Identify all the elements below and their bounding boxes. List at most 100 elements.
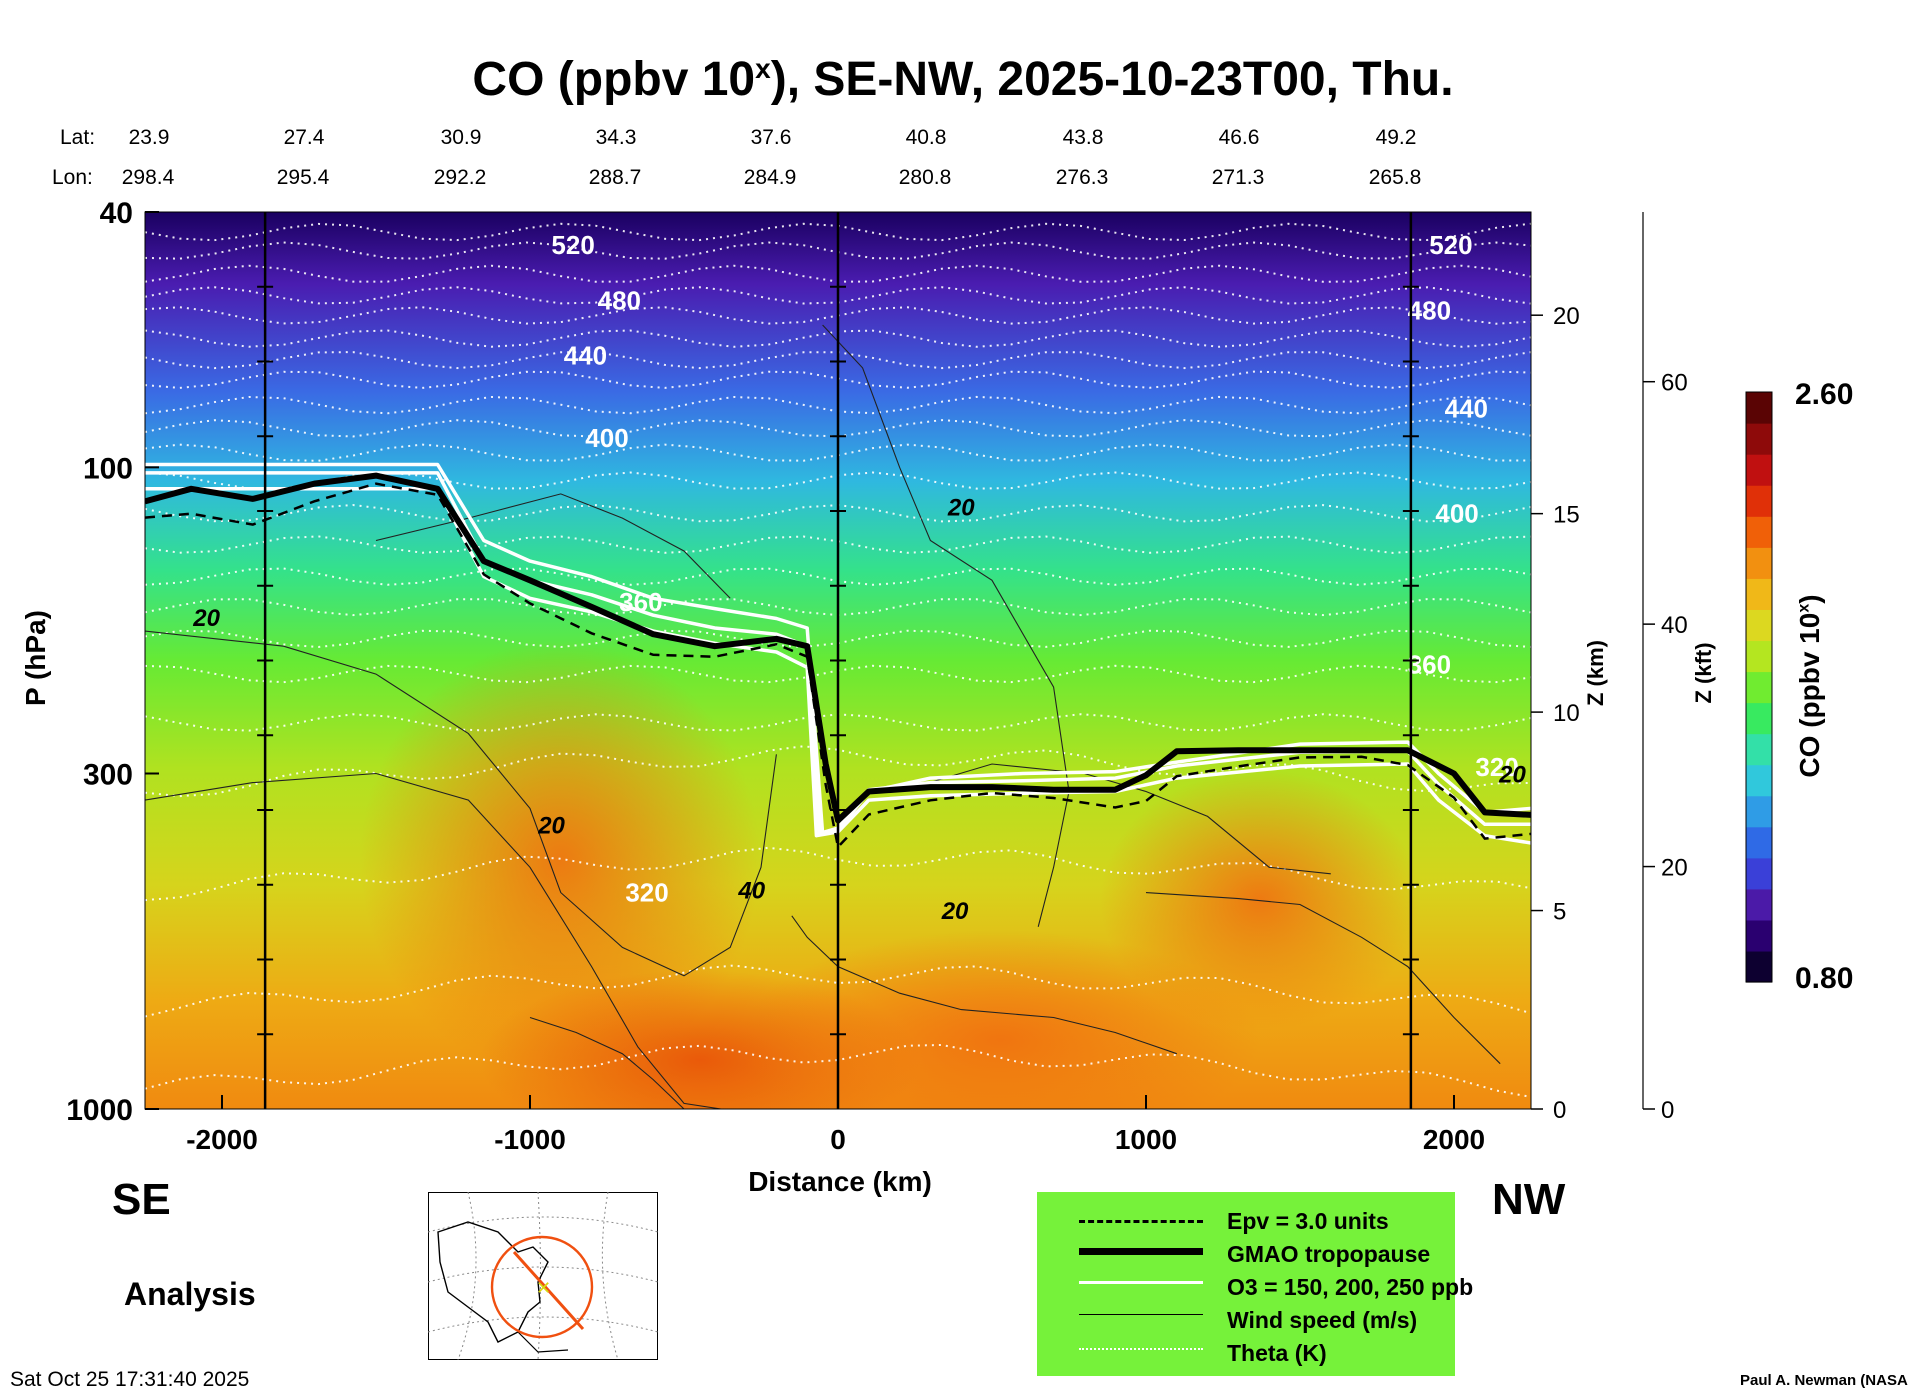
zkft-tick-label: 40 — [1661, 612, 1688, 639]
colorbar-segment — [1746, 392, 1772, 424]
colorbar-segment — [1746, 950, 1772, 983]
x-tick-label: 1000 — [1115, 1124, 1177, 1155]
nw-direction-label: NW — [1492, 1175, 1566, 1224]
lat-value: 23.9 — [128, 126, 170, 149]
p-tick-label: 300 — [83, 758, 133, 791]
zkft-tick-label: 0 — [1661, 1097, 1674, 1124]
colorbar-title: CO (ppbv 10x) — [1794, 594, 1825, 778]
lon-label: Lon: — [52, 166, 93, 189]
wind-contour — [145, 772, 722, 1109]
theta-label: 440 — [564, 341, 607, 371]
theta-label: 480 — [598, 286, 641, 316]
colorbar-segment — [1746, 795, 1772, 828]
credit: Paul A. Newman (NASA — [1740, 1372, 1908, 1389]
analysis-label: Analysis — [124, 1276, 256, 1312]
marker-lines — [257, 212, 1419, 1109]
lat-value: 46.6 — [1218, 126, 1260, 149]
colorbar-segment — [1746, 919, 1772, 952]
colorbar-segment — [1746, 423, 1772, 455]
contour-labels: 5204804404003603205204804404003603202020… — [192, 230, 1526, 925]
lat-label: Lat: — [60, 126, 96, 149]
lat-value: 49.2 — [1375, 126, 1417, 149]
x-tick-label: -2000 — [186, 1124, 258, 1155]
x-tick-label: -1000 — [494, 1124, 566, 1155]
colorbar-segment — [1746, 733, 1772, 766]
legend-sample-wind — [1079, 1314, 1203, 1315]
lat-value: 43.8 — [1062, 126, 1104, 149]
wind-label: 20 — [941, 898, 969, 925]
zkm-tick-label: 20 — [1553, 303, 1580, 330]
colorbar-max-label: 2.60 — [1795, 378, 1854, 411]
coastline — [437, 1221, 549, 1343]
colorbar-min-label: 0.80 — [1795, 962, 1854, 995]
lon-value: 295.4 — [276, 166, 330, 189]
zkft-tick-label: 60 — [1661, 370, 1688, 397]
colorbar-segment — [1746, 485, 1772, 517]
right-axis-title-km: Z (km) — [1583, 640, 1608, 706]
domain-circle — [490, 1235, 594, 1339]
zkm-tick-label: 5 — [1553, 899, 1566, 926]
lon-value: 276.3 — [1055, 166, 1109, 189]
legend-sample-epv — [1079, 1220, 1203, 1223]
wind-label: 20 — [192, 605, 220, 632]
colorbar-segment — [1746, 640, 1772, 673]
lon-value: 280.8 — [898, 166, 952, 189]
wind-contour — [791, 915, 1177, 1055]
colorbar-segment — [1746, 547, 1772, 579]
legend-label-wind: Wind speed (m/s) — [1227, 1307, 1418, 1333]
y-axis-title: P (hPa) — [20, 610, 51, 706]
theta-label: 480 — [1408, 296, 1451, 326]
colorbar — [1745, 391, 1773, 983]
co-plume-mid-right — [1100, 770, 1420, 1030]
timestamp: Sat Oct 25 17:31:40 2025 — [10, 1368, 250, 1391]
lat-value: 40.8 — [905, 126, 947, 149]
lat-value: 30.9 — [440, 126, 482, 149]
center-marker: ✕ — [536, 1278, 551, 1298]
lon-value: 288.7 — [588, 166, 642, 189]
theta-label: 400 — [1435, 498, 1478, 528]
zkft-tick-label: 20 — [1661, 855, 1688, 882]
lon-value: 265.8 — [1368, 166, 1422, 189]
legend-label-ozone: O3 = 150, 200, 250 ppb — [1227, 1274, 1474, 1300]
colorbar-segment — [1746, 454, 1772, 486]
x-tick-label: 2000 — [1423, 1124, 1485, 1155]
legend-label-epv: Epv = 3.0 units — [1227, 1208, 1389, 1234]
colorbar-frame — [1745, 391, 1773, 983]
colorbar-segment — [1746, 516, 1772, 548]
wind-contour — [529, 1016, 685, 1109]
right-axis-title-kft: Z (kft) — [1691, 642, 1716, 704]
theta-label: 360 — [619, 587, 662, 617]
x-axis-title: Distance (km) — [748, 1166, 932, 1197]
zkm-tick-label: 15 — [1553, 502, 1580, 529]
colorbar-segment — [1746, 609, 1772, 642]
legend-sample-ozone — [1079, 1281, 1203, 1284]
transect-line — [512, 1250, 585, 1331]
legend-sample-tropopause — [1079, 1248, 1203, 1255]
wind-label: 20 — [947, 494, 975, 521]
chart-title: CO (ppbv 10x), SE-NW, 2025-10-23T00, Thu… — [472, 53, 1454, 106]
legend: Epv = 3.0 units GMAO tropopause O3 = 150… — [1037, 1192, 1473, 1376]
colorbar-segment — [1746, 702, 1772, 735]
lat-value: 37.6 — [750, 126, 792, 149]
p-tick-label: 1000 — [66, 1094, 133, 1127]
colorbar-segment — [1746, 578, 1772, 610]
x-tick-label: 0 — [830, 1124, 846, 1155]
theta-label: 520 — [1429, 230, 1472, 260]
inset-map: ✕ — [428, 1192, 658, 1360]
colorbar-segment — [1746, 826, 1772, 859]
theta-label: 400 — [585, 423, 628, 453]
se-direction-label: SE — [112, 1175, 171, 1224]
wind-label: 20 — [537, 812, 565, 839]
wind-contour — [145, 630, 777, 977]
colorbar-segment — [1746, 671, 1772, 704]
legend-label-theta: Theta (K) — [1227, 1340, 1327, 1366]
legend-label-tropopause: GMAO tropopause — [1227, 1241, 1431, 1267]
p-tick-label: 40 — [100, 197, 133, 230]
lon-value: 298.4 — [121, 166, 175, 189]
epv-contour — [145, 482, 1531, 850]
axes: -2000 -1000 0 1000 2000100030010040051015200… — [66, 197, 1687, 1155]
co-plume-high — [360, 640, 760, 1080]
lon-value: 284.9 — [743, 166, 797, 189]
wind-contour — [822, 324, 1070, 927]
